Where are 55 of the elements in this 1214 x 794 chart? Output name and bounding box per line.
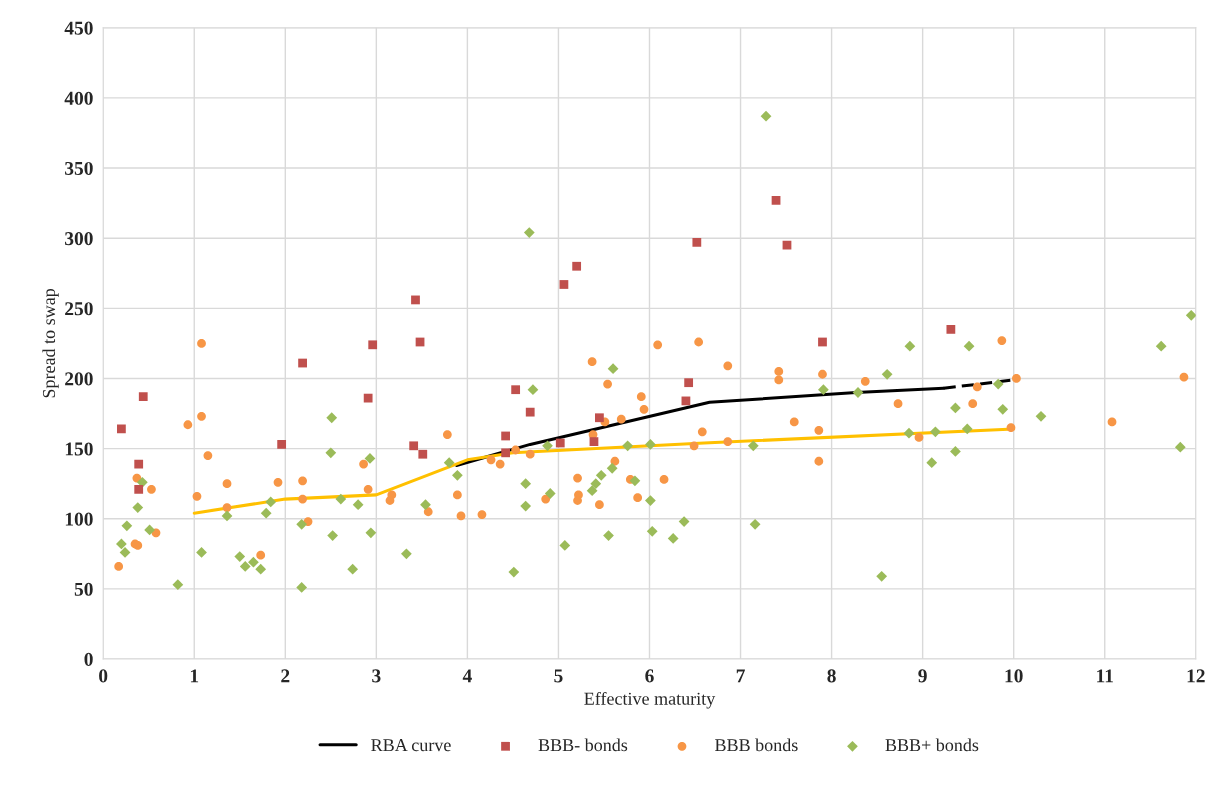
x-tick-label: 6 xyxy=(645,669,654,683)
point xyxy=(277,440,287,449)
point xyxy=(692,238,702,247)
x-tick-label: 4 xyxy=(462,669,472,683)
point xyxy=(134,459,144,469)
point xyxy=(595,413,604,423)
x-tick-label: 8 xyxy=(827,669,836,683)
x-tick-label: 2 xyxy=(281,669,290,683)
y-tick-label: 250 xyxy=(65,302,93,316)
y-tick-label: 200 xyxy=(65,372,93,386)
x-axis-title: Effective maturity xyxy=(584,691,716,709)
legend-label: RBA curve xyxy=(371,739,451,752)
y-tick-label: 150 xyxy=(65,442,93,456)
legend-label: BBB+ bonds xyxy=(885,738,979,752)
x-tick-label: 10 xyxy=(1005,669,1023,683)
x-tick-label: 11 xyxy=(1097,669,1113,683)
point xyxy=(117,424,126,434)
point xyxy=(771,195,781,205)
x-tick-label: 3 xyxy=(372,669,381,683)
legend-label: BBB bonds xyxy=(715,738,798,752)
legend-label: BBB- bonds xyxy=(538,738,628,752)
y-tick-label: 300 xyxy=(65,232,93,246)
point xyxy=(684,378,694,388)
point xyxy=(368,340,378,350)
point xyxy=(525,407,535,417)
point xyxy=(138,392,148,402)
x-tick-label: 9 xyxy=(918,669,927,683)
point xyxy=(418,449,428,459)
point xyxy=(501,448,511,458)
x-tick-label: 0 xyxy=(99,669,108,683)
y-tick-label: 450 xyxy=(64,21,93,35)
point xyxy=(555,438,565,448)
point xyxy=(559,280,569,289)
y-axis-title: Spread to swap xyxy=(42,288,59,398)
y-tick-label: 0 xyxy=(84,652,93,666)
point xyxy=(409,441,419,451)
y-tick-label: 50 xyxy=(74,582,93,596)
point xyxy=(501,431,511,441)
point xyxy=(946,324,956,334)
point xyxy=(572,261,582,271)
point xyxy=(411,295,420,305)
y-tick-label: 100 xyxy=(65,512,93,526)
x-tick-label: 12 xyxy=(1187,669,1205,683)
point xyxy=(589,437,599,446)
point xyxy=(511,385,521,395)
point xyxy=(782,240,792,250)
x-tick-label: 7 xyxy=(736,669,745,683)
y-tick-label: 400 xyxy=(64,91,93,105)
point xyxy=(363,393,373,403)
x-tick-label: 5 xyxy=(554,669,563,683)
point xyxy=(134,484,144,494)
y-tick-label: 350 xyxy=(65,161,93,175)
point xyxy=(298,358,307,368)
x-tick-label: 1 xyxy=(190,669,199,683)
point xyxy=(818,337,827,347)
